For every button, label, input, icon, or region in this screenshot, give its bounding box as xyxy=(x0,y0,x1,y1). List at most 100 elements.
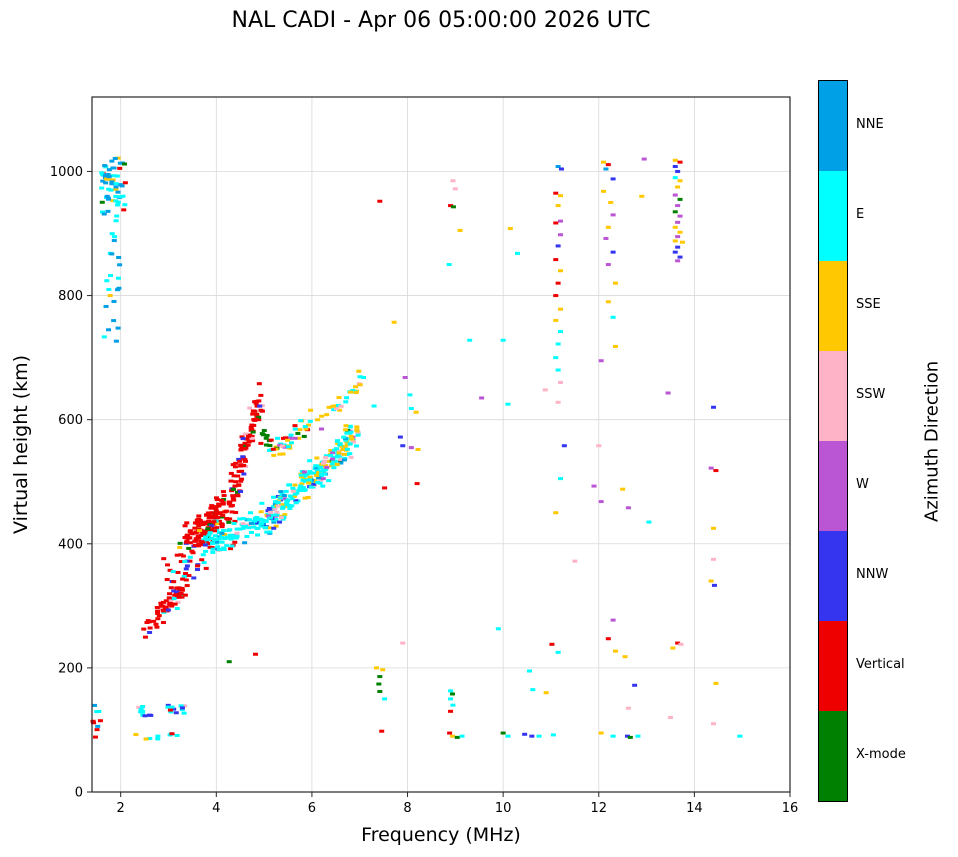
data-point xyxy=(278,490,284,494)
data-point xyxy=(219,531,225,535)
data-point xyxy=(167,568,173,572)
data-point xyxy=(165,563,171,567)
data-point xyxy=(155,609,161,613)
data-point xyxy=(171,707,177,711)
data-point xyxy=(247,406,253,410)
data-point xyxy=(341,452,347,456)
data-point xyxy=(242,432,248,436)
data-point xyxy=(601,160,607,164)
data-point xyxy=(402,375,408,379)
data-point xyxy=(446,263,452,267)
data-point xyxy=(336,396,342,400)
data-point xyxy=(271,453,277,457)
data-point xyxy=(357,375,363,379)
data-point xyxy=(155,617,161,621)
data-point xyxy=(307,475,313,479)
data-point xyxy=(147,630,153,634)
data-point xyxy=(336,451,342,455)
data-point xyxy=(179,708,185,712)
data-point xyxy=(272,502,278,506)
data-point xyxy=(213,496,219,500)
data-point xyxy=(287,503,293,507)
data-point xyxy=(146,620,152,624)
data-point xyxy=(268,438,274,442)
data-point xyxy=(380,668,386,672)
data-point xyxy=(110,178,116,182)
data-point xyxy=(99,210,105,214)
data-point xyxy=(241,447,247,451)
data-point xyxy=(335,403,341,407)
data-point xyxy=(448,204,454,208)
data-point xyxy=(178,704,184,708)
data-point xyxy=(238,448,244,452)
data-point xyxy=(254,515,260,519)
data-point xyxy=(182,536,188,540)
data-point xyxy=(216,537,222,541)
data-point xyxy=(143,737,149,741)
data-point xyxy=(156,614,162,618)
data-point xyxy=(220,529,226,533)
data-point xyxy=(308,485,314,489)
data-point xyxy=(169,705,175,709)
data-point xyxy=(285,445,291,449)
colorbar-segment-e xyxy=(819,171,847,261)
data-point xyxy=(208,528,214,532)
data-point xyxy=(255,526,261,530)
data-point xyxy=(216,502,222,506)
data-point xyxy=(231,474,237,478)
data-point xyxy=(603,236,609,240)
data-point xyxy=(160,604,166,608)
data-point xyxy=(219,540,225,544)
data-point xyxy=(555,368,561,372)
data-point xyxy=(322,459,328,463)
data-point xyxy=(215,521,221,525)
data-point xyxy=(353,444,359,448)
data-point xyxy=(331,408,337,412)
x-tick-label: 16 xyxy=(782,801,799,816)
data-point xyxy=(479,396,485,400)
data-point xyxy=(711,526,717,530)
data-point xyxy=(319,414,325,418)
data-point xyxy=(326,405,332,409)
data-point xyxy=(226,502,232,506)
data-point xyxy=(305,423,311,427)
data-point xyxy=(549,642,555,646)
data-point xyxy=(454,735,460,739)
data-point xyxy=(610,734,616,738)
data-point xyxy=(320,461,326,465)
data-point xyxy=(183,578,189,582)
data-point xyxy=(635,734,641,738)
data-point xyxy=(289,497,295,501)
data-point xyxy=(553,294,559,298)
data-point xyxy=(240,437,246,441)
data-point xyxy=(192,521,198,525)
data-point xyxy=(342,456,348,460)
x-tick-label: 8 xyxy=(403,801,411,816)
data-point xyxy=(228,537,234,541)
data-point xyxy=(284,502,290,506)
data-point xyxy=(467,338,473,342)
data-point xyxy=(246,523,252,527)
data-point xyxy=(182,593,188,597)
data-point xyxy=(283,489,289,493)
data-point xyxy=(199,540,205,544)
data-point xyxy=(318,466,324,470)
data-point xyxy=(213,514,219,518)
data-point xyxy=(105,173,111,177)
data-point xyxy=(175,600,181,604)
data-point xyxy=(558,219,564,223)
data-point xyxy=(219,522,225,526)
data-point xyxy=(711,557,717,561)
data-point xyxy=(242,524,248,528)
data-point xyxy=(136,705,142,709)
data-point xyxy=(211,526,217,530)
x-tick-label: 4 xyxy=(212,801,220,816)
data-point xyxy=(259,404,265,408)
data-point xyxy=(324,465,330,469)
data-point xyxy=(176,588,182,592)
data-point xyxy=(263,526,269,530)
data-point xyxy=(273,447,279,451)
data-point xyxy=(307,419,313,423)
data-point xyxy=(328,453,334,457)
data-point xyxy=(266,506,272,510)
